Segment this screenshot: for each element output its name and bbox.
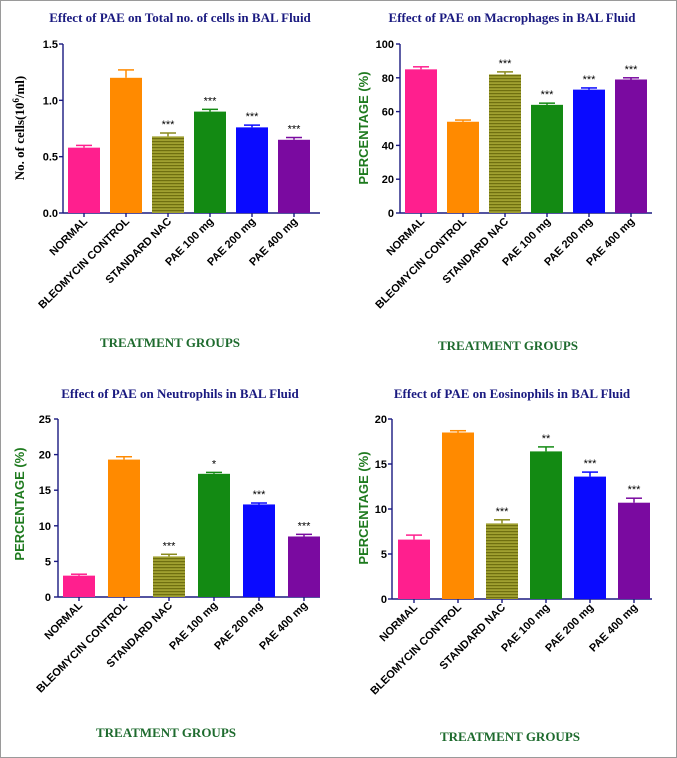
y-tick-label: 5 bbox=[381, 549, 387, 561]
significance-label: *** bbox=[246, 111, 260, 123]
y-tick-label: 0 bbox=[388, 208, 394, 220]
bar bbox=[68, 147, 100, 213]
x-axis-label: TREATMENT GROUPS bbox=[100, 335, 240, 350]
bar bbox=[618, 502, 650, 599]
category-label: NORMAL bbox=[42, 599, 85, 642]
significance-label: *** bbox=[541, 89, 555, 101]
bar bbox=[531, 104, 563, 213]
y-tick-label: 15 bbox=[375, 459, 387, 471]
chart-title: Effect of PAE on Total no. of cells in B… bbox=[49, 10, 311, 25]
y-tick-label: 10 bbox=[375, 504, 387, 516]
significance-label: * bbox=[212, 458, 217, 470]
y-tick-label: 80 bbox=[382, 73, 394, 85]
bar bbox=[110, 77, 142, 213]
y-axis-label-unit: /ml) bbox=[12, 76, 27, 99]
bar bbox=[615, 79, 647, 214]
bar bbox=[278, 139, 310, 213]
bar bbox=[574, 476, 606, 599]
x-axis-label: TREATMENT GROUPS bbox=[440, 729, 580, 744]
category-label: NORMAL bbox=[384, 215, 427, 258]
y-tick-label: 20 bbox=[39, 450, 51, 462]
significance-label: *** bbox=[499, 58, 513, 70]
category-label: NORMAL bbox=[47, 215, 90, 258]
bar bbox=[442, 432, 474, 599]
y-axis-label: PERCENTAGE (%) bbox=[12, 447, 27, 560]
significance-label: *** bbox=[584, 458, 598, 470]
y-tick-label: 1.5 bbox=[43, 39, 58, 51]
bar bbox=[398, 539, 430, 599]
bar bbox=[573, 89, 605, 213]
bar bbox=[243, 504, 275, 597]
chart-panel-3: Effect of PAE on Neutrophils in BAL Flui… bbox=[12, 386, 320, 740]
y-tick-label: 0 bbox=[381, 594, 387, 606]
y-tick-label: 60 bbox=[382, 107, 394, 119]
category-label: BLEOMYCIN CONTROL bbox=[368, 601, 464, 697]
y-tick-label: 0 bbox=[45, 592, 51, 604]
bar bbox=[236, 127, 268, 213]
bar bbox=[152, 136, 184, 213]
x-axis-label: TREATMENT GROUPS bbox=[96, 725, 236, 740]
significance-label: *** bbox=[583, 74, 597, 86]
y-tick-label: 10 bbox=[39, 521, 51, 533]
chart-title: Effect of PAE on Eosinophils in BAL Flui… bbox=[394, 386, 631, 401]
bar bbox=[63, 575, 95, 597]
bar bbox=[486, 523, 518, 599]
y-axis-label-main: No. of cells(10 bbox=[12, 103, 27, 181]
y-tick-label: 20 bbox=[382, 174, 394, 186]
significance-label: *** bbox=[298, 520, 312, 532]
y-axis-label: No. of cells(106/ml) bbox=[11, 76, 27, 181]
y-tick-label: 25 bbox=[39, 414, 51, 426]
y-tick-label: 15 bbox=[39, 485, 51, 497]
x-axis-label: TREATMENT GROUPS bbox=[438, 338, 578, 353]
bar bbox=[198, 473, 230, 597]
significance-label: *** bbox=[625, 64, 639, 76]
category-label: NORMAL bbox=[377, 601, 420, 644]
significance-label: *** bbox=[204, 95, 218, 107]
y-tick-label: 0.0 bbox=[43, 208, 58, 220]
bar bbox=[489, 74, 521, 213]
chart-panel-4: Effect of PAE on Eosinophils in BAL Flui… bbox=[356, 386, 652, 744]
chart-panel-2: Effect of PAE on Macrophages in BAL Flui… bbox=[356, 10, 652, 353]
significance-label: ** bbox=[542, 433, 551, 445]
bar bbox=[530, 451, 562, 599]
y-tick-label: 20 bbox=[375, 414, 387, 426]
significance-label: *** bbox=[162, 119, 176, 131]
bar bbox=[288, 536, 320, 597]
significance-label: *** bbox=[288, 124, 302, 136]
category-label: PAE 400 mg bbox=[257, 600, 310, 653]
significance-label: *** bbox=[496, 506, 510, 518]
chart-title: Effect of PAE on Macrophages in BAL Flui… bbox=[389, 10, 637, 25]
significance-label: *** bbox=[628, 484, 642, 496]
chart-title: Effect of PAE on Neutrophils in BAL Flui… bbox=[61, 386, 299, 401]
y-tick-label: 1.0 bbox=[43, 95, 58, 107]
y-axis-label: PERCENTAGE (%) bbox=[356, 451, 371, 564]
bar bbox=[194, 111, 226, 213]
category-label: BLEOMYCIN CONTROL bbox=[34, 599, 130, 695]
y-axis-label-exponent: 6 bbox=[11, 98, 21, 103]
bar bbox=[108, 459, 140, 597]
y-tick-label: 40 bbox=[382, 140, 394, 152]
y-axis-label: PERCENTAGE (%) bbox=[356, 71, 371, 184]
bar bbox=[405, 69, 437, 213]
y-tick-label: 100 bbox=[376, 39, 394, 51]
chart-panel-1: Effect of PAE on Total no. of cells in B… bbox=[11, 10, 320, 350]
bar bbox=[153, 556, 185, 597]
y-tick-label: 0.5 bbox=[43, 152, 58, 164]
y-tick-label: 5 bbox=[45, 556, 51, 568]
significance-label: *** bbox=[253, 489, 267, 501]
significance-label: *** bbox=[163, 540, 177, 552]
bar bbox=[447, 121, 479, 213]
